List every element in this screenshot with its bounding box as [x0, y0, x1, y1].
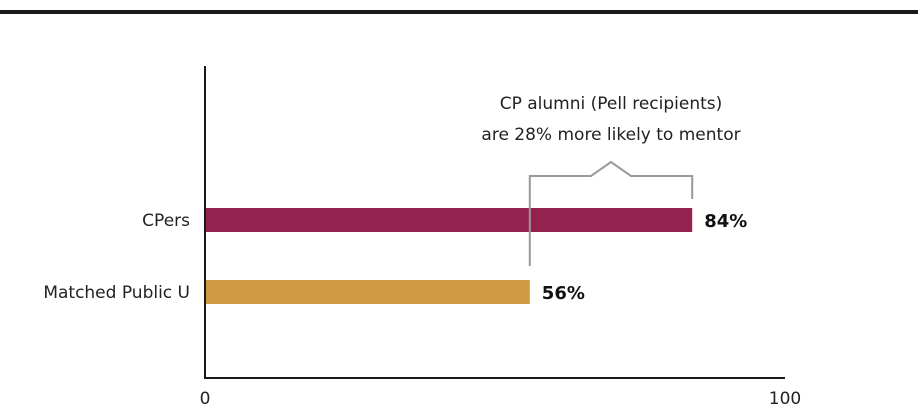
- bars: [206, 208, 693, 304]
- annotation-bracket: [528, 160, 694, 266]
- annotation: CP alumni (Pell recipients) are 28% more …: [481, 94, 741, 266]
- annotation-text-line: are 28% more likely to mentor: [481, 125, 740, 145]
- axes: 0 100: [200, 66, 801, 406]
- bar: [206, 280, 530, 304]
- value-label: 56%: [542, 283, 585, 304]
- x-tick-label: 100: [769, 389, 801, 406]
- labels: CPers 84% Matched Public U 56%: [43, 211, 747, 304]
- category-label: CPers: [142, 211, 190, 231]
- value-label: 84%: [704, 211, 747, 232]
- annotation-text-line: CP alumni (Pell recipients): [500, 94, 723, 114]
- bar: [206, 208, 693, 232]
- x-tick-label: 0: [200, 389, 211, 406]
- category-label: Matched Public U: [43, 283, 190, 303]
- top-rule: [0, 10, 918, 14]
